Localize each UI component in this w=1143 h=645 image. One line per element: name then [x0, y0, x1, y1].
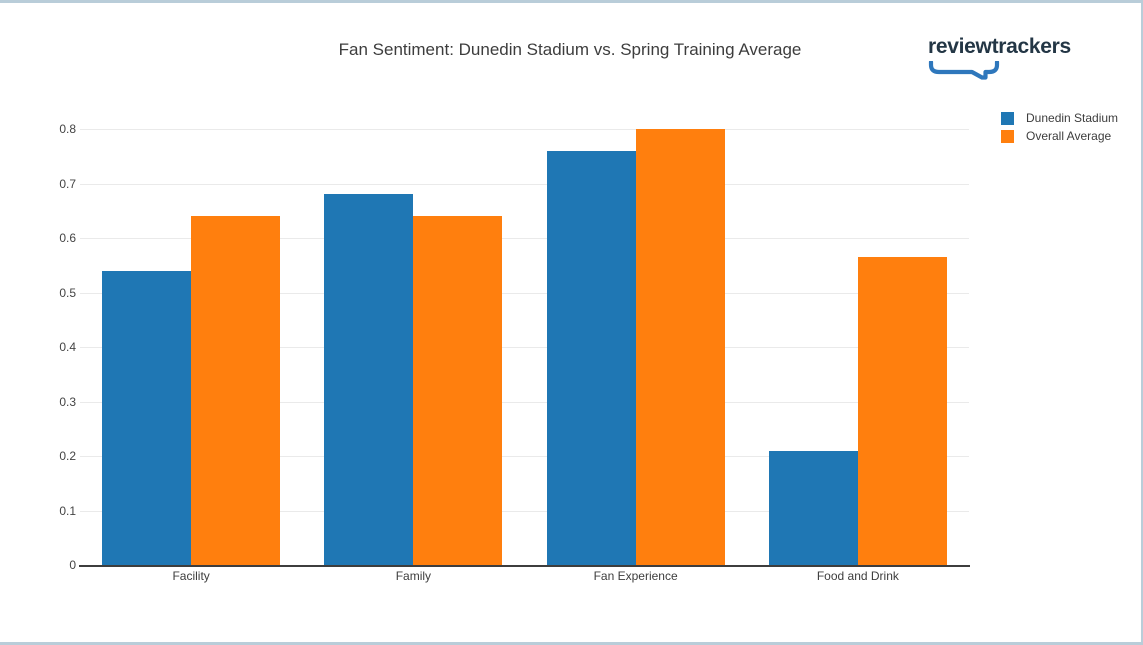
logo-text: reviewtrackers [928, 35, 1071, 58]
y-tick-label-0-7: 0.7 [59, 176, 76, 191]
legend-item-overall-average[interactable]: Overall Average [1001, 127, 1118, 145]
gridline [80, 129, 969, 130]
bar-food-and-drink-overall-average[interactable] [857, 257, 947, 565]
gridline [80, 238, 969, 239]
legend-swatch-dunedin-stadium [1001, 111, 1014, 125]
bar-facility-dunedin-stadium[interactable] [102, 270, 192, 565]
legend-item-dunedin-stadium[interactable]: Dunedin Stadium [1001, 109, 1118, 127]
x-tick-label-fan-experience: Fan Experience [593, 569, 678, 583]
y-tick-label-0-6: 0.6 [59, 231, 76, 245]
reviewtrackers-logo: reviewtrackers [928, 34, 1071, 81]
bar-family-overall-average[interactable] [413, 216, 503, 565]
bar-facility-overall-average[interactable] [191, 216, 281, 565]
gridline [80, 292, 969, 294]
bar-fan-experience-dunedin-stadium[interactable] [546, 150, 636, 565]
y-tick-label-0-3: 0.3 [59, 394, 76, 409]
gridline [80, 510, 969, 512]
gridline [80, 456, 969, 457]
x-tick-label-food-and-drink: Food and Drink [816, 569, 899, 583]
legend-swatch-overall-average [1001, 129, 1014, 143]
y-tick-label-0: 0 [69, 558, 76, 572]
bar-fan-experience-overall-average[interactable] [635, 129, 725, 565]
y-tick-label-0-1: 0.1 [59, 503, 76, 518]
plot-area: 0 0.1 0.2 0.3 0.4 0.5 0.6 0.7 0.8 Facility Family F… [0, 3, 1141, 642]
y-tick-label-0-2: 0.2 [59, 449, 76, 463]
speech-bubble-icon [928, 61, 1000, 80]
legend-label-dunedin-stadium: Dunedin Stadium [1026, 111, 1119, 125]
chart-title: Fan Sentiment: Dunedin Stadium vs. Sprin… [338, 40, 802, 59]
bar-food-and-drink-dunedin-stadium[interactable] [768, 450, 858, 565]
x-tick-label-facility: Facility [172, 569, 210, 583]
x-tick-label-family: Family [395, 569, 432, 583]
legend: Dunedin Stadium Overall Average [1001, 109, 1118, 145]
y-tick-label-0-5: 0.5 [59, 285, 76, 300]
y-tick-label-0-8: 0.8 [59, 122, 76, 136]
gridline [80, 183, 969, 185]
gridline [80, 347, 969, 348]
gridline [80, 401, 969, 403]
bar-family-dunedin-stadium[interactable] [324, 194, 414, 565]
y-tick-label-0-4: 0.4 [59, 340, 76, 354]
x-axis-line [79, 565, 970, 567]
legend-label-overall-average: Overall Average [1026, 129, 1112, 143]
